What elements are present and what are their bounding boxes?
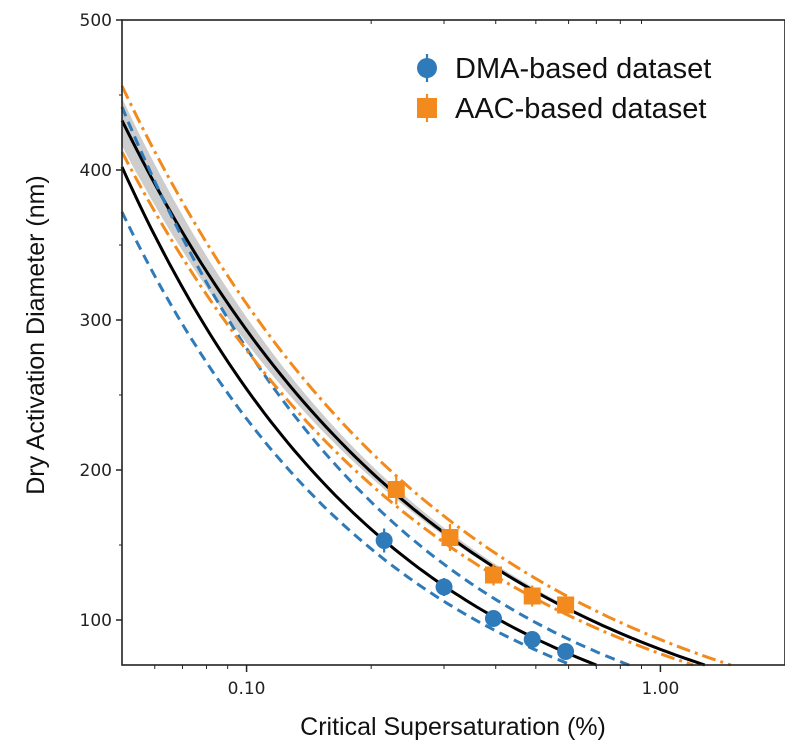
y-tick-label: 500 — [80, 11, 112, 31]
marker-circle — [484, 610, 502, 627]
data-point-dma-5 — [557, 643, 575, 660]
data-point-aac-2 — [441, 524, 459, 551]
legend-marker-square — [417, 98, 437, 118]
fit-curve-dashdot-5 — [120, 151, 694, 667]
data-point-dma-1 — [375, 528, 393, 553]
data-point-aac-5 — [557, 594, 575, 616]
y-tick-label: 200 — [80, 461, 112, 481]
fit-curve-dashdot-6 — [120, 85, 732, 667]
x-tick-label: 0.10 — [228, 679, 266, 699]
fit-curve-solid-2 — [120, 119, 706, 667]
fit-curve-dashed-4 — [120, 106, 630, 667]
marker-circle — [435, 578, 453, 596]
marker-square — [387, 481, 405, 498]
y-tick-label: 400 — [80, 161, 112, 181]
axis-ticks: 100 200 300 400 500 0.10 1.00 — [80, 11, 680, 699]
legend: DMA-based dataset AAC-based dataset — [417, 53, 711, 125]
legend-label: DMA-based dataset — [455, 53, 711, 85]
legend-label: AAC-based dataset — [455, 93, 706, 125]
marker-square — [484, 566, 502, 584]
confidence-band — [122, 98, 708, 665]
data-point-dma-2 — [435, 578, 453, 596]
y-axis-title: Dry Activation Diameter (nm) — [22, 175, 50, 495]
fit-curve-solid-1 — [120, 166, 597, 667]
x-tick-label: 1.00 — [641, 679, 679, 699]
fit-curve-dashed-3 — [120, 211, 573, 667]
marker-circle — [557, 643, 575, 660]
marker-circle — [523, 631, 541, 648]
marker-square — [441, 529, 459, 546]
y-tick-label: 100 — [80, 611, 112, 631]
plot-frame — [121, 19, 785, 666]
legend-entry-2: AAC-based dataset — [417, 93, 706, 125]
marker-circle — [375, 532, 393, 549]
fit-curves — [120, 85, 732, 667]
y-tick-label: 300 — [80, 311, 112, 331]
data-point-aac-3 — [484, 564, 502, 586]
shaded-uncertainty-band — [122, 98, 708, 665]
legend-entry-1: DMA-based dataset — [417, 53, 711, 85]
x-axis-title: Critical Supersaturation (%) — [300, 713, 606, 741]
legend-marker-circle — [417, 58, 437, 78]
data-point-aac-1 — [387, 474, 405, 505]
data-point-aac-4 — [523, 585, 541, 607]
marker-square — [557, 596, 575, 614]
data-point-dma-3 — [484, 610, 502, 627]
data-points — [375, 474, 575, 660]
data-point-dma-4 — [523, 631, 541, 648]
marker-square — [523, 587, 541, 605]
